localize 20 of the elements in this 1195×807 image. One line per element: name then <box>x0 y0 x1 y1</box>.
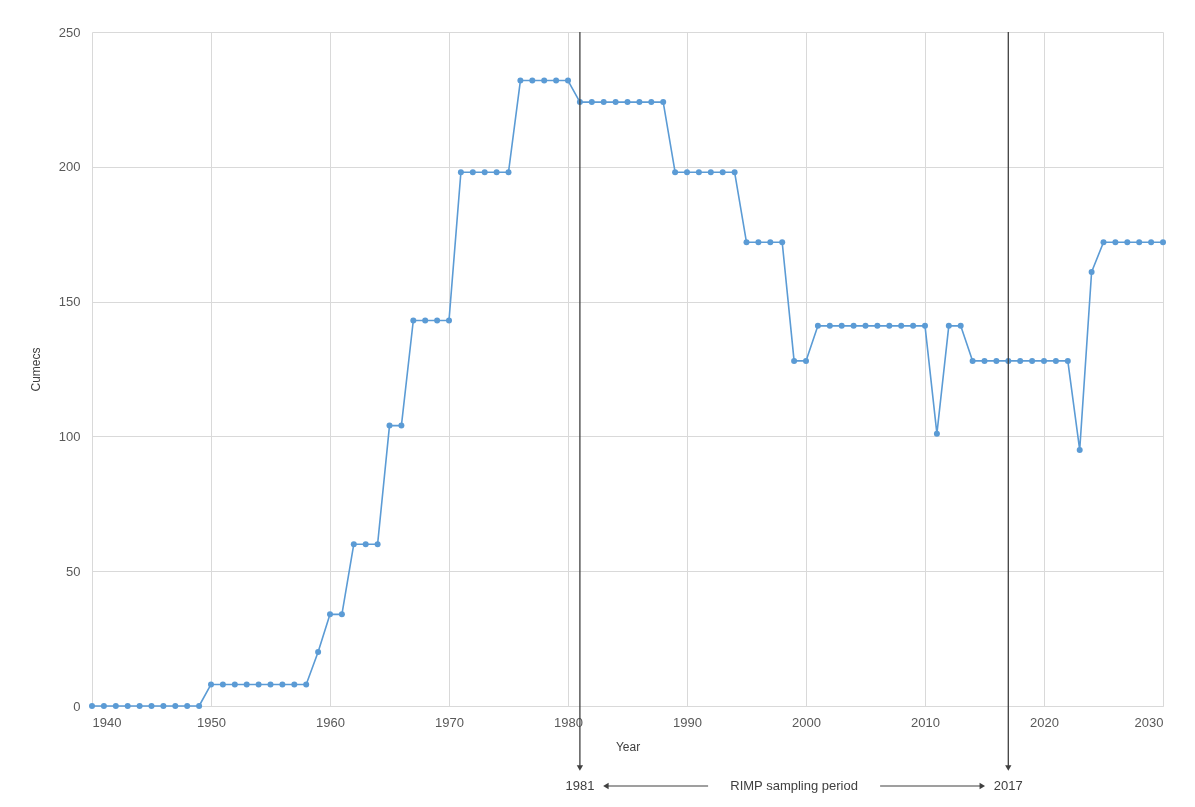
x-tick-label: 2030 <box>1134 714 1164 730</box>
y-tick-label: 50 <box>66 563 81 579</box>
x-tick-label: 2010 <box>911 714 940 730</box>
ref-line-label: 1981 <box>565 778 595 793</box>
x-tick-label: 1940 <box>92 714 122 730</box>
x-tick-label: 1970 <box>435 714 464 730</box>
y-tick-label: 150 <box>58 294 81 310</box>
y-tick-label: 100 <box>58 428 81 444</box>
x-tick-label: 2000 <box>792 714 821 730</box>
x-tick-label: 1950 <box>197 714 226 730</box>
y-tick-label: 0 <box>73 698 81 714</box>
x-tick-label: 1960 <box>316 714 345 730</box>
y-tick-label: 200 <box>58 159 81 175</box>
x-tick-label: 1990 <box>673 714 702 730</box>
ref-line-label: 2017 <box>993 778 1023 793</box>
y-axis-title: Cumecs <box>28 347 43 392</box>
text: RIMP sampling period <box>730 778 858 793</box>
x-axis-title: Year <box>615 739 641 754</box>
y-tick-label: 250 <box>58 24 81 40</box>
x-tick-label: 2020 <box>1030 714 1059 730</box>
